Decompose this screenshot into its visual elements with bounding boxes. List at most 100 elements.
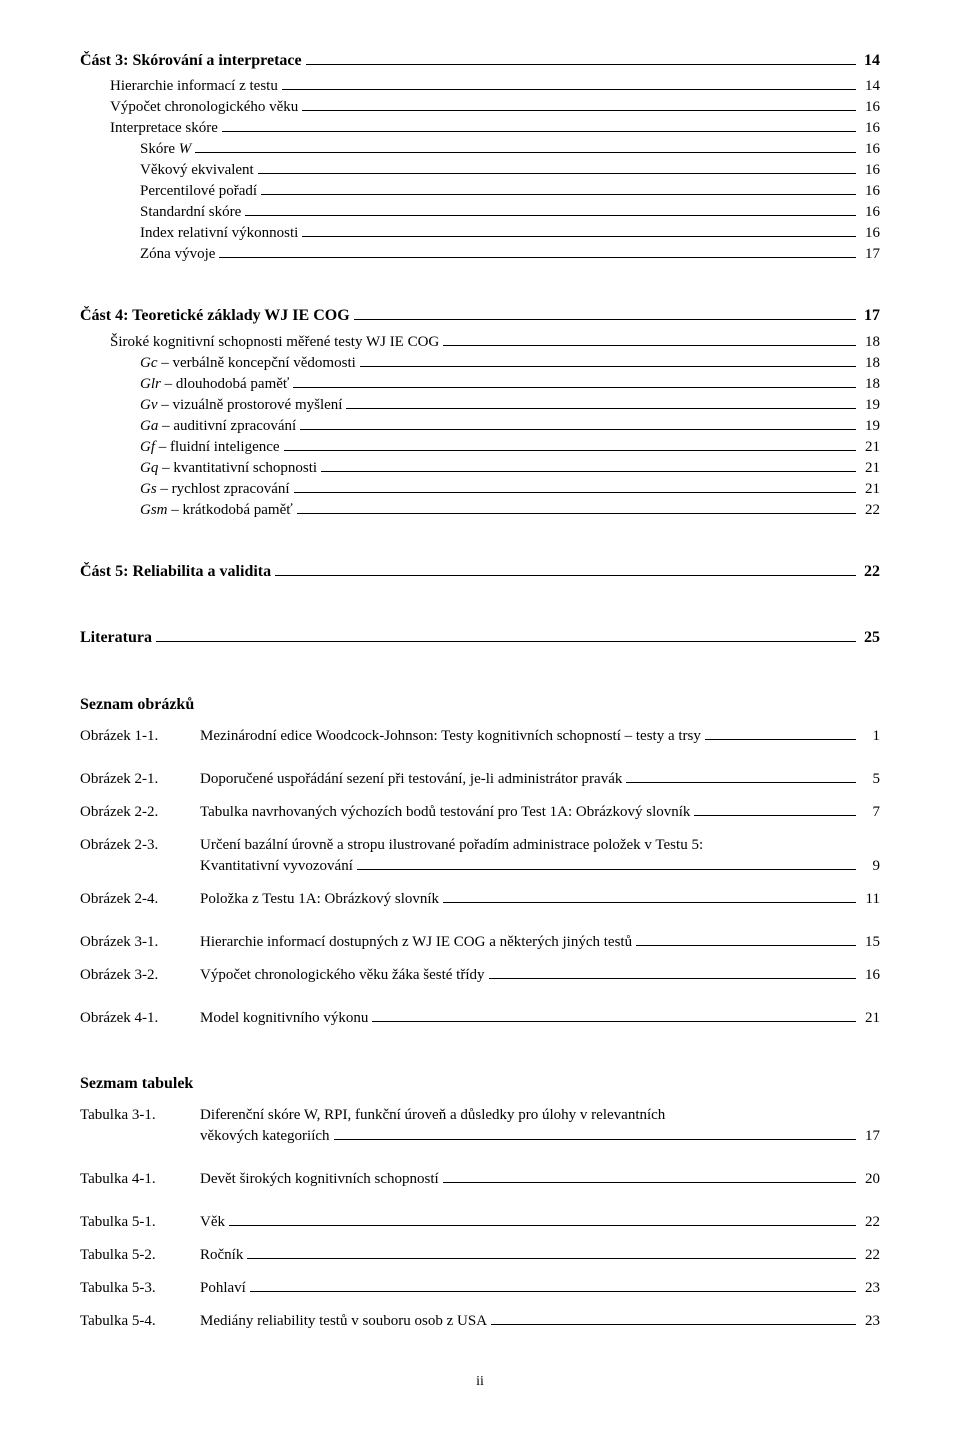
toc-part3-item-0-label: Hierarchie informací z testu: [110, 76, 278, 97]
table-item-3-text: Ročník: [200, 1245, 243, 1266]
toc-part4-heading-page: 17: [860, 305, 880, 327]
toc-literatura-heading-page: 25: [860, 627, 880, 649]
toc-part4-item-3-page: 19: [860, 395, 880, 416]
toc-part4-item-6-page: 21: [860, 458, 880, 479]
table-item-4-page: 23: [860, 1278, 880, 1299]
leader: [156, 641, 856, 642]
toc-part4-item-5: Gf – fluidní inteligence21: [80, 437, 880, 458]
toc-part3-item-8: Zóna vývoje17: [80, 244, 880, 265]
toc-part4-item-5-page: 21: [860, 437, 880, 458]
leader: [334, 1139, 856, 1140]
toc-part5-heading-page: 22: [860, 561, 880, 583]
leader: [489, 978, 857, 979]
toc-part4-item-1-label: Gc – verbálně koncepční vědomosti: [140, 353, 356, 374]
table-item-0-text2: věkových kategoriích: [200, 1126, 330, 1147]
page-number: ii: [80, 1372, 880, 1392]
figure-item-7-key: Obrázek 4-1.: [80, 1008, 200, 1029]
figure-item-0-text: Mezinárodní edice Woodcock-Johnson: Test…: [200, 726, 701, 747]
figure-item-5: Obrázek 3-1.Hierarchie informací dostupn…: [80, 932, 880, 953]
toc-literatura-heading-label: Literatura: [80, 627, 152, 649]
toc-part4-item-2: Glr – dlouhodobá paměť 18: [80, 374, 880, 395]
toc-part3-item-6: Standardní skóre16: [80, 202, 880, 223]
table-item-5-page: 23: [860, 1311, 880, 1332]
toc-part3-item-4-label: Věkový ekvivalent: [140, 160, 254, 181]
table-item-5-text: Mediány reliability testů v souboru osob…: [200, 1311, 487, 1332]
toc-part3-item-1: Výpočet chronologického věku16: [80, 97, 880, 118]
table-item-1: Tabulka 4-1.Devět širokých kognitivních …: [80, 1169, 880, 1190]
toc-part3-item-3-page: 16: [860, 139, 880, 160]
table-item-3-page: 22: [860, 1245, 880, 1266]
table-item-4: Tabulka 5-3.Pohlaví 23: [80, 1278, 880, 1299]
figure-item-5-text: Hierarchie informací dostupných z WJ IE …: [200, 932, 632, 953]
leader: [705, 739, 856, 740]
toc-part3-heading-page: 14: [860, 50, 880, 72]
leader: [229, 1225, 856, 1226]
leader: [346, 408, 856, 409]
figure-item-0-key: Obrázek 1-1.: [80, 726, 200, 747]
toc-part4-item-4-page: 19: [860, 416, 880, 437]
leader: [245, 215, 856, 216]
figure-item-6: Obrázek 3-2.Výpočet chronologického věku…: [80, 965, 880, 986]
figure-item-1-page: 5: [860, 769, 880, 790]
table-item-1-text: Devět širokých kognitivních schopností: [200, 1169, 439, 1190]
toc-part4-item-0-page: 18: [860, 332, 880, 353]
leader: [302, 110, 856, 111]
toc-part4-item-2-page: 18: [860, 374, 880, 395]
toc-part4-item-7-page: 21: [860, 479, 880, 500]
figure-item-4-page: 11: [860, 889, 880, 910]
toc-part5-heading: Část 5: Reliabilita a validita22: [80, 561, 880, 583]
table-item-4-key: Tabulka 5-3.: [80, 1278, 200, 1299]
leader: [360, 366, 856, 367]
toc-part4-item-2-label: Glr – dlouhodobá paměť: [140, 374, 289, 395]
table-item-3-key: Tabulka 5-2.: [80, 1245, 200, 1266]
table-item-4-text: Pohlaví: [200, 1278, 246, 1299]
toc-part4-item-8: Gsm – krátkodobá paměť22: [80, 500, 880, 521]
figure-item-0: Obrázek 1-1.Mezinárodní edice Woodcock-J…: [80, 726, 880, 747]
toc-part3-item-7-page: 16: [860, 223, 880, 244]
toc-part4-item-8-label: Gsm – krátkodobá paměť: [140, 500, 293, 521]
toc-part4-item-1-page: 18: [860, 353, 880, 374]
leader: [302, 236, 856, 237]
toc-part4-item-7: Gs – rychlost zpracování21: [80, 479, 880, 500]
tables-heading: Sezmam tabulek: [80, 1073, 880, 1095]
toc-part4-item-3: Gv – vizuálně prostorové myšlení19: [80, 395, 880, 416]
leader: [222, 131, 856, 132]
figure-item-3-page: 9: [860, 856, 880, 877]
table-item-3: Tabulka 5-2.Ročník 22: [80, 1245, 880, 1266]
figure-item-3-key: Obrázek 2-3.: [80, 835, 200, 856]
figure-item-7-page: 21: [860, 1008, 880, 1029]
toc-part3-item-1-page: 16: [860, 97, 880, 118]
toc-part4-item-4-label: Ga – auditivní zpracování: [140, 416, 296, 437]
leader: [694, 815, 856, 816]
leader: [282, 89, 856, 90]
toc-part3-item-2: Interpretace skóre16: [80, 118, 880, 139]
figure-item-1-key: Obrázek 2-1.: [80, 769, 200, 790]
toc-part4-heading: Část 4: Teoretické základy WJ IE COG17: [80, 305, 880, 327]
toc-part3-item-7: Index relativní výkonnosti16: [80, 223, 880, 244]
leader: [626, 782, 856, 783]
table-item-2-text: Věk: [200, 1212, 225, 1233]
toc-part3-item-8-page: 17: [860, 244, 880, 265]
leader: [293, 387, 856, 388]
leader: [354, 319, 856, 320]
toc-part3-item-2-label: Interpretace skóre: [110, 118, 218, 139]
figure-item-1: Obrázek 2-1.Doporučené uspořádání sezení…: [80, 769, 880, 790]
toc-part3-item-5-label: Percentilové pořadí: [140, 181, 257, 202]
toc-part4-item-1: Gc – verbálně koncepční vědomosti 18: [80, 353, 880, 374]
table-item-2-key: Tabulka 5-1.: [80, 1212, 200, 1233]
toc-part3-item-4-page: 16: [860, 160, 880, 181]
figure-item-5-key: Obrázek 3-1.: [80, 932, 200, 953]
figure-item-3: Obrázek 2-3.Určení bazální úrovně a stro…: [80, 835, 880, 877]
figure-item-4-key: Obrázek 2-4.: [80, 889, 200, 910]
toc-part3-item-3-label: Skóre W: [140, 139, 191, 160]
toc-part3-heading-label: Část 3: Skórování a interpretace: [80, 50, 302, 72]
toc-part3-heading: Část 3: Skórování a interpretace 14: [80, 50, 880, 72]
toc-part3-item-0: Hierarchie informací z testu14: [80, 76, 880, 97]
table-item-5: Tabulka 5-4.Mediány reliability testů v …: [80, 1311, 880, 1332]
figure-item-0-page: 1: [860, 726, 880, 747]
figure-item-7: Obrázek 4-1.Model kognitivního výkonu21: [80, 1008, 880, 1029]
leader: [321, 471, 856, 472]
figure-item-6-key: Obrázek 3-2.: [80, 965, 200, 986]
figure-item-2: Obrázek 2-2.Tabulka navrhovaných výchozí…: [80, 802, 880, 823]
toc-part4-item-4: Ga – auditivní zpracování 19: [80, 416, 880, 437]
